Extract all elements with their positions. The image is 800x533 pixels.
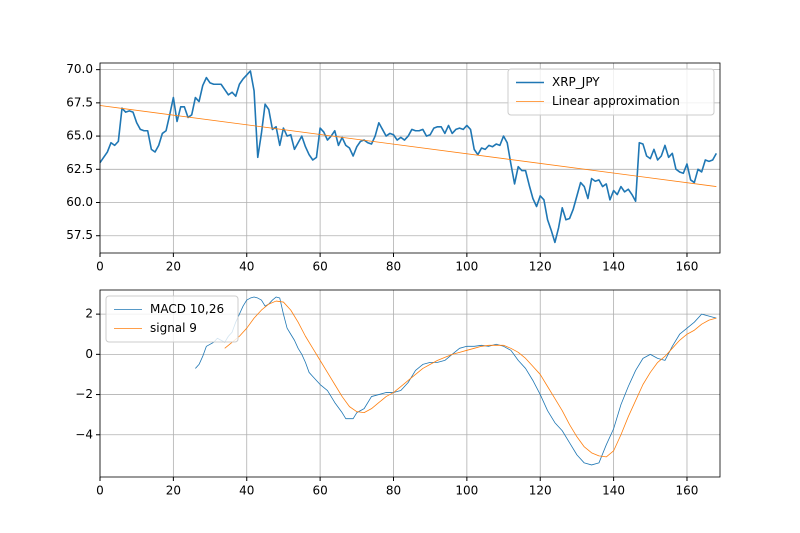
x-tick-label: 60 (312, 260, 327, 274)
x-tick-label: 160 (676, 260, 699, 274)
y-tick-label: 65.0 (66, 129, 93, 143)
x-tick-label: 80 (386, 484, 401, 498)
x-tick-label: 20 (166, 260, 181, 274)
series-line (99, 70, 718, 244)
y-tick-label: −2 (75, 387, 93, 401)
y-tick-label: −4 (75, 427, 93, 441)
x-tick-label: 160 (676, 484, 699, 498)
x-tick-label: 140 (602, 260, 625, 274)
legend: MACD 10,26 signal 9 (105, 295, 239, 343)
y-tick-label: 57.5 (66, 228, 93, 242)
y-tick-label: 67.5 (66, 95, 93, 109)
x-tick-label: 40 (239, 484, 254, 498)
x-tick-label: 0 (96, 260, 104, 274)
legend-box (105, 295, 239, 343)
series-line (99, 105, 717, 187)
axes-frame (99, 289, 721, 478)
x-tick-label: 140 (602, 484, 625, 498)
x-tick-label: 100 (455, 484, 478, 498)
legend-box (507, 68, 715, 116)
y-tick-label: 70.0 (66, 62, 93, 76)
series-line (224, 300, 717, 458)
x-tick-label: 80 (386, 260, 401, 274)
x-tick-label: 40 (239, 260, 254, 274)
x-tick-label: 0 (96, 484, 104, 498)
x-tick-label: 120 (529, 260, 552, 274)
legend-label: Linear approximation (552, 94, 680, 108)
x-tick-label: 60 (312, 484, 327, 498)
subplot: 0 20 40 60 80 100 120 140 160 57.5 60.0 62.5 65.0 67.… (66, 62, 721, 274)
subplot: 0 20 40 60 80 100 120 140 160 −4 −2 0 2 MACD 10,26 sig… (75, 289, 721, 498)
legend-label: signal 9 (150, 321, 197, 335)
x-tick-label: 100 (455, 260, 478, 274)
series-line (195, 296, 717, 466)
legend-label: MACD 10,26 (150, 302, 224, 316)
y-tick-label: 0 (85, 347, 93, 361)
x-tick-label: 20 (166, 484, 181, 498)
y-tick-label: 62.5 (66, 162, 93, 176)
x-tick-label: 120 (529, 484, 552, 498)
legend-label: XRP_JPY (552, 75, 600, 89)
y-tick-label: 2 (85, 307, 93, 321)
legend: XRP_JPY Linear approximation (507, 68, 715, 116)
axes-frame (99, 62, 721, 254)
y-tick-label: 60.0 (66, 195, 93, 209)
